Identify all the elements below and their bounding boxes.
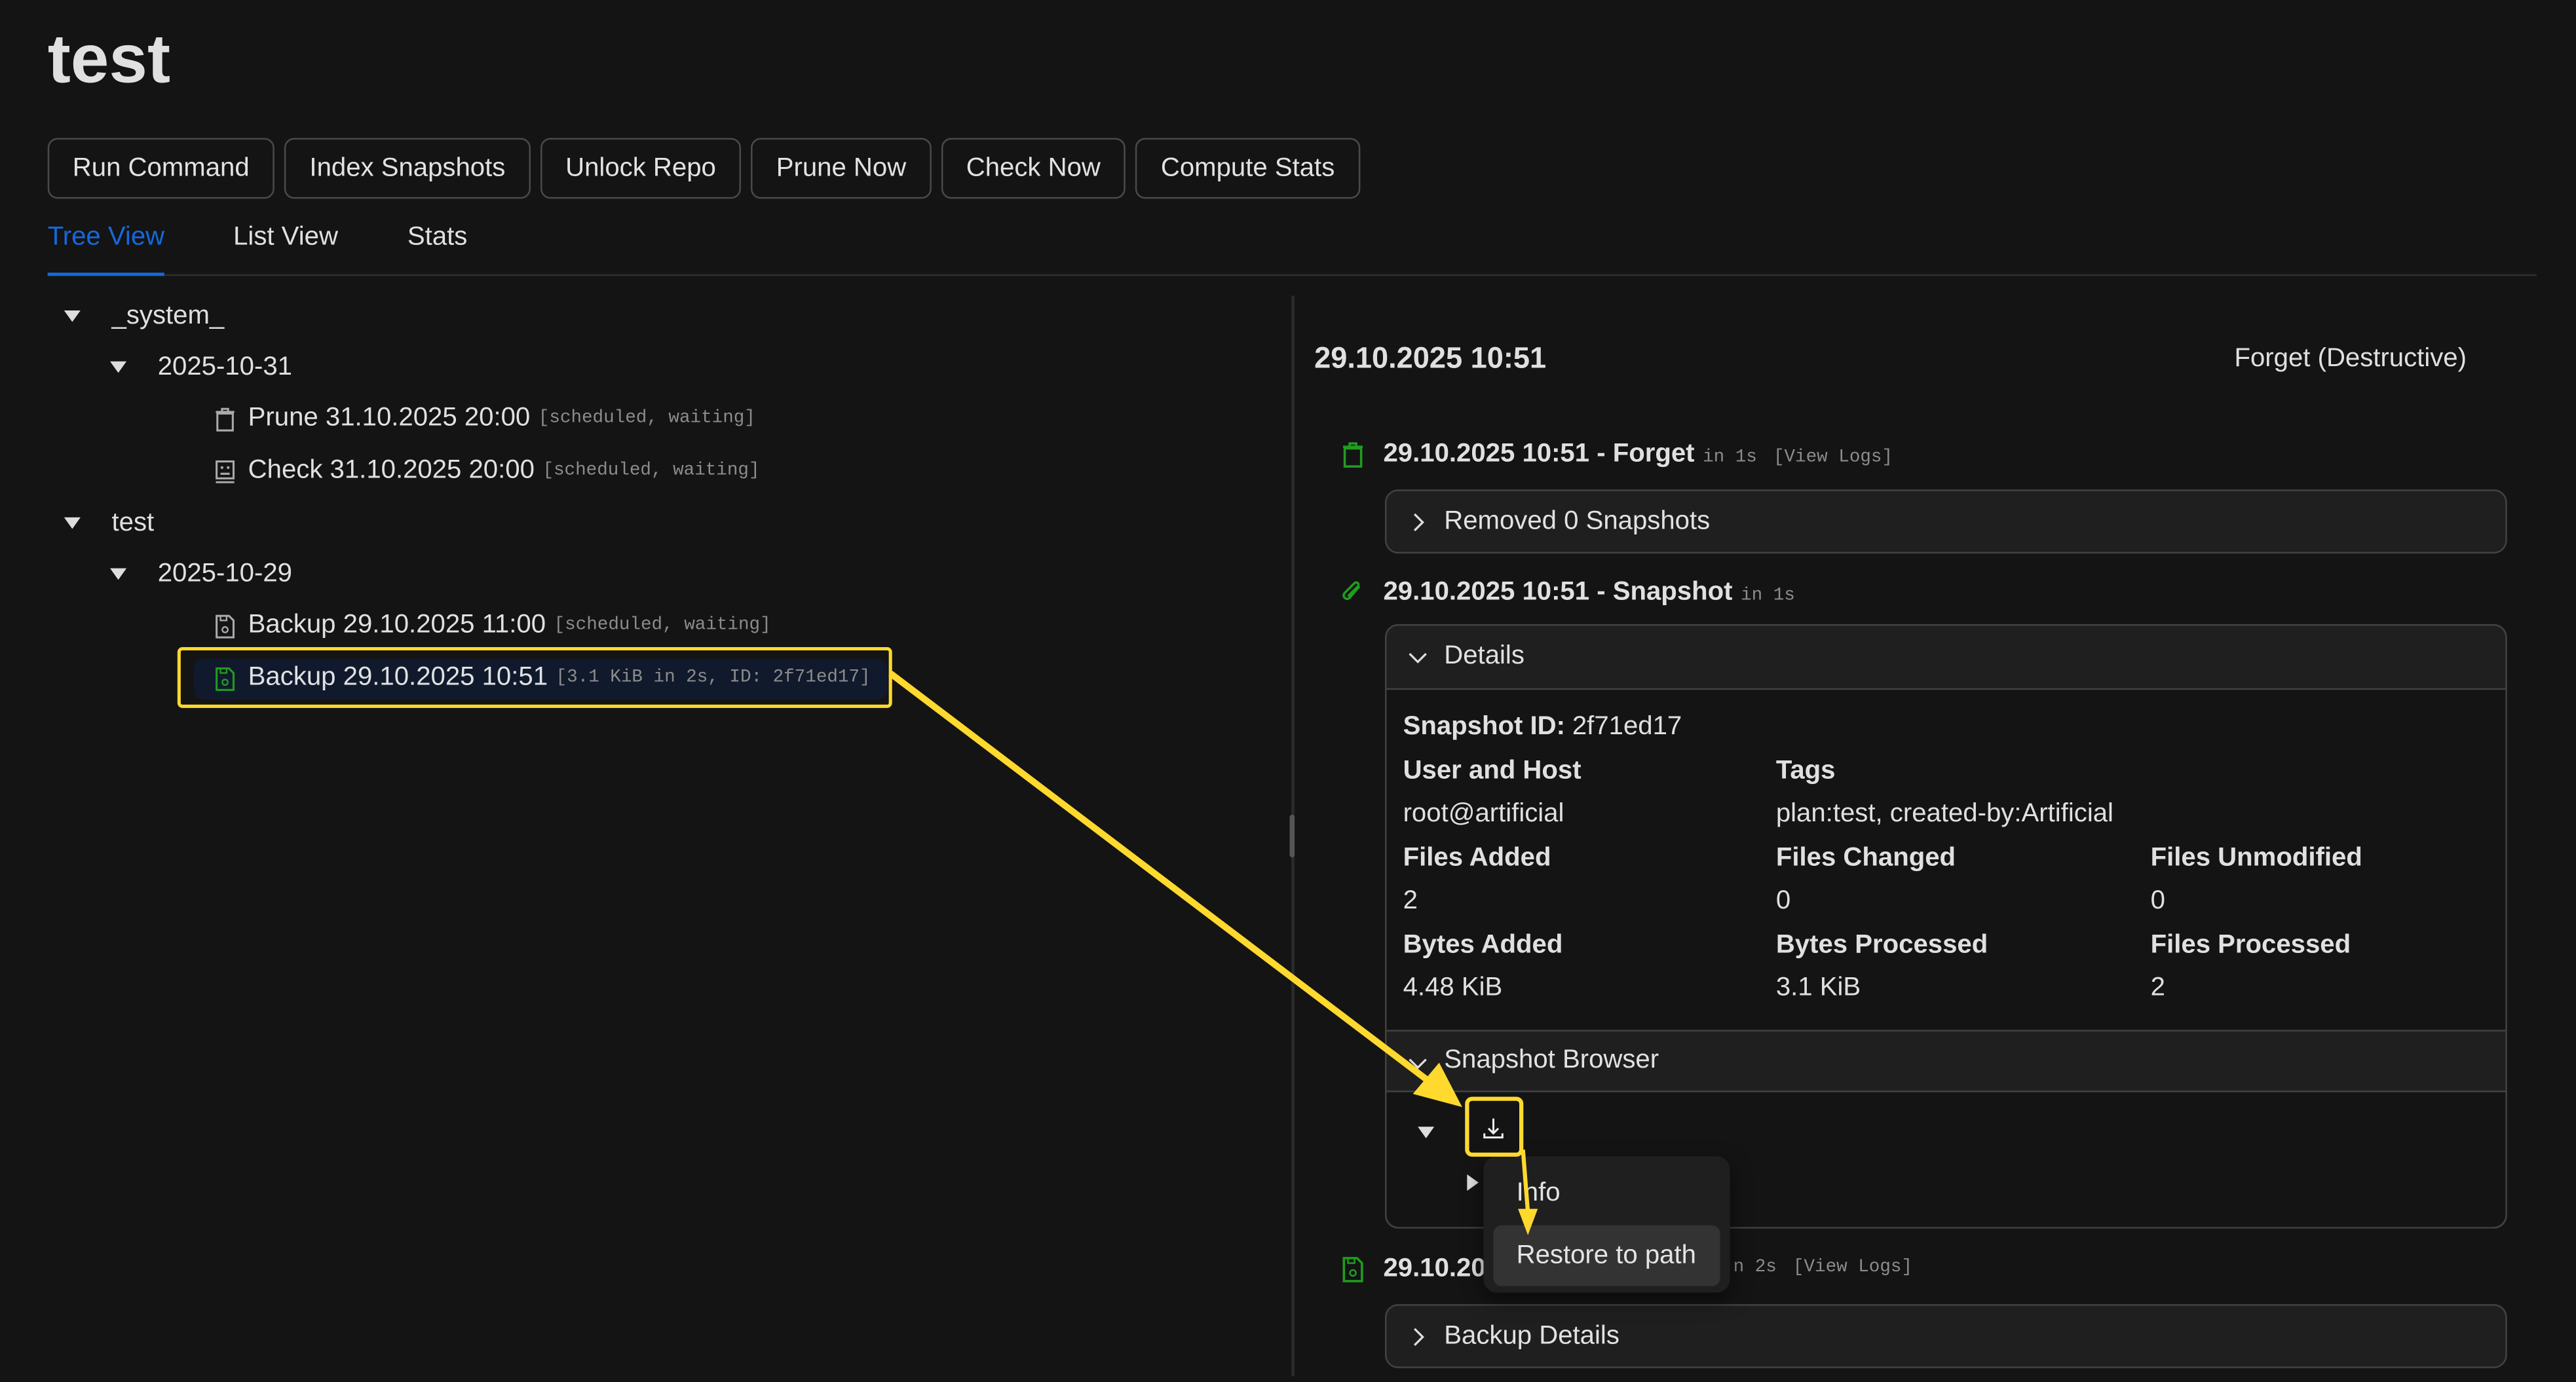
- tab-tree-view[interactable]: Tree View: [47, 223, 165, 252]
- removed-snapshots-panel[interactable]: Removed 0 Snapshots: [1384, 489, 2507, 554]
- prune-now-button[interactable]: Prune Now: [751, 138, 932, 199]
- chevron-right-icon: [1413, 1328, 1424, 1346]
- files-unmodified-label: Files Unmodified: [2150, 844, 2362, 872]
- chevron-down-icon: [1409, 1058, 1427, 1070]
- menu-item-restore-to-path[interactable]: Restore to path: [1493, 1225, 1720, 1286]
- item-label: Backup 29.10.2025 10:51: [248, 663, 548, 692]
- bytes-processed-value: 3.1 KiB: [1775, 974, 1861, 1002]
- panel-label: Removed 0 Snapshots: [1444, 507, 1711, 536]
- item-meta: [scheduled, waiting]: [554, 616, 771, 636]
- annotation-arrow-line: [888, 671, 1435, 1087]
- tree-item-backup-scheduled[interactable]: Backup 29.10.2025 11:00 [scheduled, wait…: [214, 606, 771, 645]
- trash-icon: [1343, 442, 1363, 468]
- trash-icon: [216, 407, 235, 431]
- files-changed-value: 0: [1775, 887, 1791, 915]
- backup-event-title: 29.10.20: [1383, 1255, 1485, 1284]
- selected-row-highlight: [193, 658, 888, 700]
- chevron-right-icon: [1413, 513, 1424, 532]
- expand-triangle-icon[interactable]: [64, 310, 81, 322]
- event-duration: n 2s: [1733, 1258, 1777, 1278]
- collapsed-triangle-icon[interactable]: [1467, 1174, 1479, 1191]
- snapshot-id-value: 2f71ed17: [1572, 713, 1682, 741]
- compute-stats-button[interactable]: Compute Stats: [1135, 138, 1361, 199]
- snapshot-browser-header[interactable]: Snapshot Browser: [1386, 1030, 2506, 1093]
- expand-triangle-icon[interactable]: [110, 361, 127, 373]
- item-label: Check 31.10.2025 20:00: [248, 457, 535, 485]
- expand-triangle-icon[interactable]: [110, 568, 127, 580]
- user-host-value: root@artificial: [1403, 800, 1564, 828]
- files-unmodified-value: 0: [2150, 887, 2165, 915]
- paperclip-icon: [1342, 581, 1361, 601]
- tree-node-test[interactable]: test: [111, 509, 155, 538]
- annotation-highlight-box: [177, 647, 892, 708]
- event-duration: in 1s: [1741, 586, 1795, 607]
- tab-stats[interactable]: Stats: [407, 223, 468, 252]
- snapshot-event-title: 29.10.2025 10:51 - Snapshot in 1s: [1383, 578, 1794, 608]
- check-now-button[interactable]: Check Now: [941, 138, 1126, 199]
- tree-item-backup-selected[interactable]: Backup 29.10.2025 10:51 [3.1 KiB in 2s, …: [214, 659, 871, 698]
- context-menu: Info Restore to path: [1483, 1156, 1730, 1293]
- item-meta: [3.1 KiB in 2s, ID: 2f71ed17]: [556, 668, 871, 688]
- tags-value: plan:test, created-by:Artificial: [1775, 800, 2113, 828]
- split-pane-handle[interactable]: [1289, 814, 1295, 858]
- backup-event-meta: n 2s [View Logs]: [1725, 1258, 1912, 1278]
- files-changed-label: Files Changed: [1775, 844, 1956, 872]
- files-added-label: Files Added: [1403, 844, 1551, 872]
- bytes-added-value: 4.48 KiB: [1403, 974, 1503, 1002]
- tree-item-prune[interactable]: Prune 31.10.2025 20:00 [scheduled, waiti…: [214, 399, 755, 438]
- tree-node-date[interactable]: 2025-10-31: [157, 353, 292, 381]
- menu-item-label: Restore to path: [1516, 1241, 1696, 1270]
- backup-details-panel[interactable]: Backup Details: [1384, 1304, 2507, 1368]
- files-processed-value: 2: [2150, 974, 2165, 1002]
- details-panel-header[interactable]: Details: [1386, 626, 2506, 690]
- event-title: 29.10.2025 10:51 - Forget: [1383, 440, 1695, 468]
- panel-label: Backup Details: [1444, 1322, 1619, 1351]
- event-title: 29.10.20: [1383, 1254, 1486, 1283]
- bytes-processed-label: Bytes Processed: [1775, 931, 1988, 960]
- details-panel: Details Snapshot Browser: [1384, 624, 2507, 1229]
- save-icon: [1342, 1257, 1363, 1282]
- item-meta: [scheduled, waiting]: [542, 461, 760, 481]
- active-tab-indicator: [47, 272, 164, 276]
- save-icon: [216, 666, 235, 690]
- tabs-divider: [47, 274, 2537, 276]
- tags-label: Tags: [1775, 757, 1836, 785]
- event-duration: in 1s: [1703, 448, 1757, 468]
- download-restore-icon[interactable]: [1482, 1117, 1505, 1140]
- detail-title: 29.10.2025 10:51: [1314, 341, 1547, 375]
- item-meta: [scheduled, waiting]: [538, 409, 755, 429]
- save-icon: [216, 614, 235, 638]
- tab-list-view[interactable]: List View: [233, 223, 338, 252]
- expand-triangle-icon[interactable]: [1418, 1127, 1435, 1138]
- item-label: Backup 29.10.2025 11:00: [248, 610, 546, 639]
- panel-label: Details: [1444, 642, 1525, 671]
- view-logs-link[interactable]: [View Logs]: [1792, 1258, 1913, 1278]
- expand-triangle-icon[interactable]: [64, 517, 81, 529]
- item-label: Prune 31.10.2025 20:00: [248, 403, 531, 432]
- forget-destructive-button[interactable]: Forget (Destructive): [2234, 345, 2467, 373]
- page-title: test: [47, 20, 171, 97]
- tree-node-date[interactable]: 2025-10-29: [157, 560, 292, 588]
- index-snapshots-button[interactable]: Index Snapshots: [284, 138, 531, 199]
- chevron-down-icon: [1409, 652, 1427, 663]
- details-body: [1386, 690, 2506, 1030]
- run-command-button[interactable]: Run Command: [47, 138, 275, 199]
- event-title: 29.10.2025 10:51 - Snapshot: [1383, 578, 1733, 607]
- files-processed-label: Files Processed: [2150, 931, 2351, 960]
- tree-item-check[interactable]: Check 31.10.2025 20:00 [scheduled, waiti…: [214, 452, 760, 491]
- bytes-added-label: Bytes Added: [1403, 931, 1563, 960]
- panel-label: Snapshot Browser: [1444, 1046, 1659, 1075]
- user-host-label: User and Host: [1403, 757, 1582, 785]
- menu-item-info[interactable]: Info: [1516, 1179, 1561, 1208]
- snapshot-id-label: Snapshot ID:: [1403, 713, 1566, 741]
- unlock-repo-button[interactable]: Unlock Repo: [540, 138, 741, 199]
- check-icon: [216, 459, 235, 483]
- view-logs-link[interactable]: [View Logs]: [1773, 448, 1893, 468]
- tree-node-system[interactable]: _system_: [111, 302, 225, 331]
- files-added-value: 2: [1403, 887, 1418, 915]
- forget-event-title: 29.10.2025 10:51 - Forget in 1s [View Lo…: [1383, 440, 1893, 470]
